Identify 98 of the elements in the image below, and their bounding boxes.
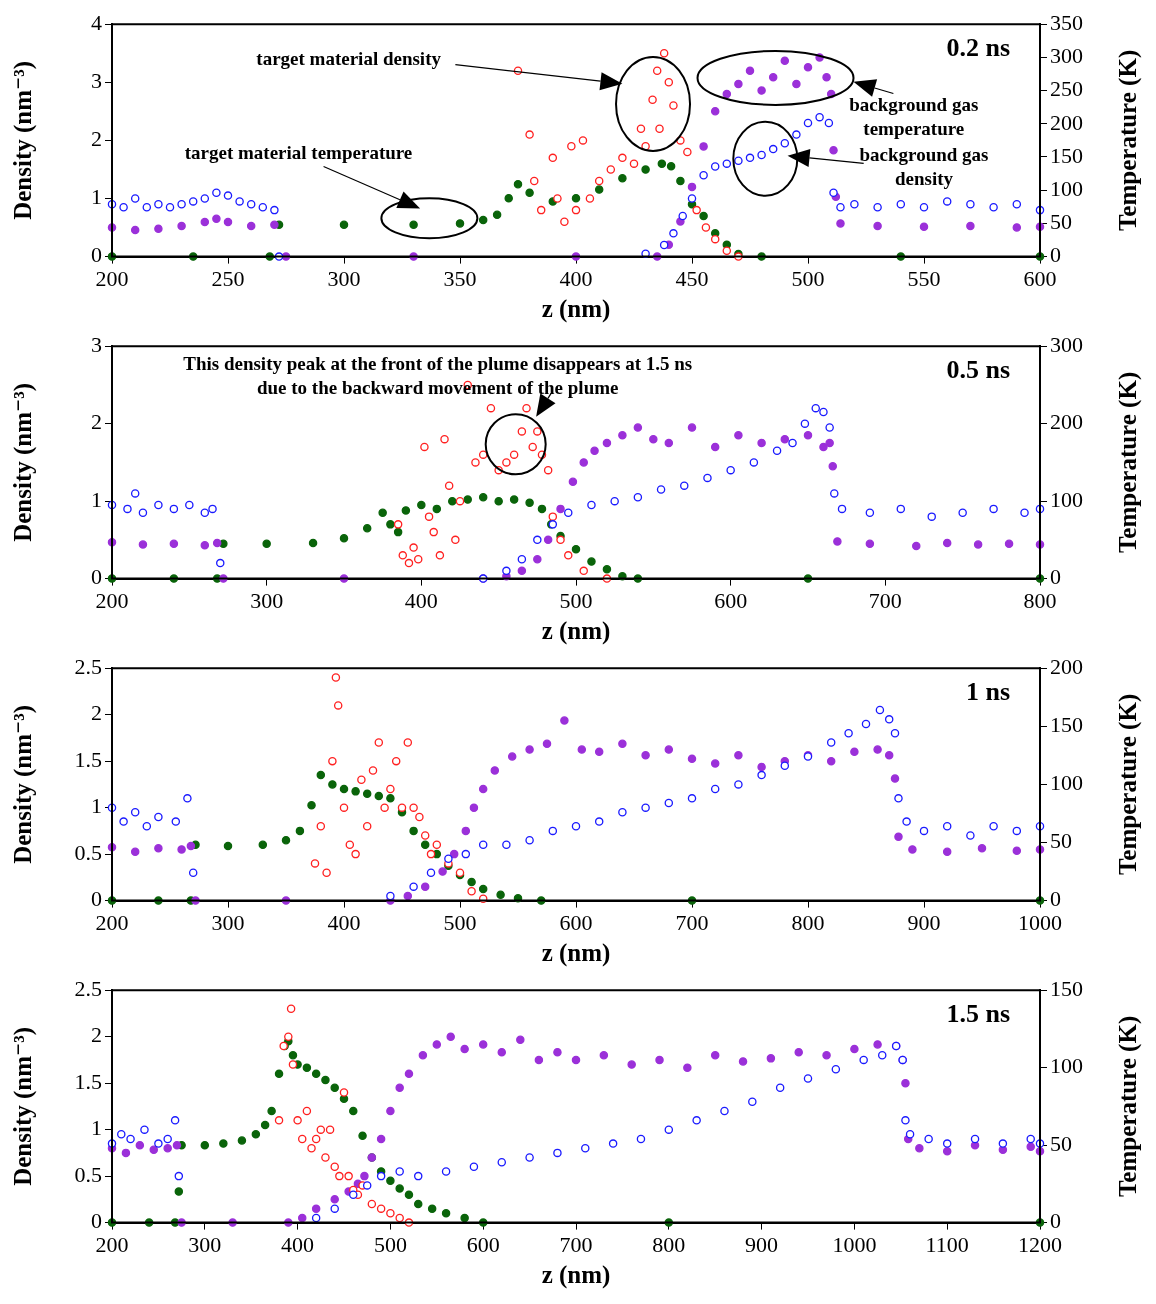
y2-tick-label: 200 — [1050, 409, 1083, 435]
x-tick-label: 600 — [466, 1231, 500, 1257]
x-tick-label: 300 — [211, 909, 245, 935]
y2-tick-label: 150 — [1050, 975, 1083, 1001]
x-tick-label: 500 — [791, 265, 825, 291]
x-axis-title: z (nm) — [541, 939, 611, 968]
y-tick-label: 0 — [91, 564, 102, 590]
y2-tick-label: 100 — [1050, 486, 1083, 512]
x-tick-label: 200 — [95, 265, 129, 291]
x-tick-label: 400 — [404, 587, 438, 613]
x-tick-label: 500 — [559, 587, 593, 613]
y-tick-label: 2.5 — [74, 653, 102, 679]
chart-title: 1 ns — [965, 676, 1010, 706]
y2-tick-label: 0 — [1050, 564, 1061, 590]
y-tick-label: 1 — [91, 184, 102, 210]
y2-tick-label: 100 — [1050, 1053, 1083, 1079]
x-tick-label: 400 — [281, 1231, 315, 1257]
chart-title: 1.5 ns — [946, 998, 1010, 1028]
y2-tick-label: 250 — [1050, 76, 1083, 102]
y2-axis-title: Temperature (K) — [1113, 693, 1142, 876]
y2-tick-label: 100 — [1050, 770, 1083, 796]
x-tick-label: 200 — [95, 1231, 129, 1257]
annotation: This density peak at the front of the plume disappears at 1.5 ns due to the backward movement of the plume — [183, 353, 693, 399]
x-tick-label: 800 — [1023, 587, 1057, 613]
y2-tick-label: 350 — [1050, 9, 1083, 35]
y2-tick-label: 100 — [1050, 175, 1083, 201]
y2-axis-title: Temperature (K) — [1113, 1015, 1142, 1198]
annotation: target material density — [256, 47, 442, 69]
y-tick-label: 0.5 — [74, 1161, 102, 1187]
y-tick-label: 0 — [91, 242, 102, 268]
x-tick-label: 900 — [745, 1231, 779, 1257]
y-axis-title: Density (nm⁻³) — [9, 1026, 38, 1186]
x-tick-label: 450 — [675, 265, 709, 291]
y2-tick-label: 150 — [1050, 142, 1083, 168]
x-tick-label: 1000 — [832, 1231, 877, 1257]
y-tick-label: 1 — [91, 486, 102, 512]
x-tick-label: 500 — [443, 909, 477, 935]
x-axis-title: z (nm) — [541, 617, 611, 646]
y-tick-label: 2 — [91, 126, 102, 152]
y2-tick-label: 300 — [1050, 331, 1083, 357]
y2-axis-title: Temperature (K) — [1113, 49, 1142, 232]
chart-title: 0.2 ns — [946, 32, 1010, 62]
x-tick-label: 600 — [714, 587, 748, 613]
y-tick-label: 3 — [91, 331, 102, 357]
chart-title: 0.5 ns — [946, 354, 1010, 384]
x-tick-label: 1100 — [925, 1231, 969, 1257]
annotation: background gas density — [859, 144, 989, 190]
x-tick-label: 800 — [652, 1231, 686, 1257]
y2-tick-label: 0 — [1050, 886, 1061, 912]
y2-tick-label: 200 — [1050, 109, 1083, 135]
y2-tick-label: 200 — [1050, 653, 1083, 679]
y-tick-label: 0 — [91, 1208, 102, 1234]
y-axis-title: Density (nm⁻³) — [9, 704, 38, 864]
y-tick-label: 1 — [91, 1115, 102, 1141]
y2-tick-label: 0 — [1050, 242, 1061, 268]
y2-tick-label: 300 — [1050, 43, 1083, 69]
y-axis-title: Density (nm⁻³) — [9, 60, 38, 220]
x-tick-label: 350 — [443, 265, 477, 291]
x-tick-label: 700 — [675, 909, 709, 935]
y2-tick-label: 0 — [1050, 1208, 1061, 1234]
x-tick-label: 1000 — [1018, 909, 1062, 935]
y2-tick-label: 150 — [1050, 712, 1083, 738]
x-tick-label: 300 — [188, 1231, 222, 1257]
x-tick-label: 200 — [95, 587, 129, 613]
x-tick-label: 250 — [211, 265, 245, 291]
x-axis-title: z (nm) — [541, 1261, 611, 1290]
x-tick-label: 900 — [907, 909, 941, 935]
y-tick-label: 1 — [91, 793, 102, 819]
y-tick-label: 2.5 — [74, 975, 102, 1001]
y2-axis-title: Temperature (K) — [1113, 371, 1142, 554]
x-tick-label: 600 — [559, 909, 593, 935]
x-tick-label: 400 — [559, 265, 593, 291]
y-tick-label: 2 — [91, 409, 102, 435]
annotation: target material temperature — [184, 141, 413, 163]
x-tick-label: 600 — [1023, 265, 1057, 291]
y-tick-label: 3 — [91, 68, 102, 94]
y2-tick-label: 50 — [1050, 828, 1072, 854]
y-tick-label: 0 — [91, 886, 102, 912]
x-tick-label: 400 — [327, 909, 361, 935]
y2-tick-label: 50 — [1050, 1130, 1072, 1156]
x-tick-label: 800 — [791, 909, 825, 935]
x-tick-label: 200 — [95, 909, 129, 935]
x-tick-label: 300 — [250, 587, 284, 613]
y-tick-label: 0.5 — [74, 839, 102, 865]
x-tick-label: 1200 — [1018, 1231, 1062, 1257]
x-axis-title: z (nm) — [541, 295, 611, 324]
x-tick-label: 300 — [327, 265, 361, 291]
y-tick-label: 2 — [91, 700, 102, 726]
y-axis-title: Density (nm⁻³) — [9, 382, 38, 542]
y-tick-label: 1.5 — [74, 1068, 102, 1094]
y2-tick-label: 50 — [1050, 209, 1072, 235]
x-tick-label: 550 — [907, 265, 941, 291]
x-tick-label: 500 — [373, 1231, 407, 1257]
y-tick-label: 1.5 — [74, 746, 102, 772]
x-tick-label: 700 — [559, 1231, 593, 1257]
y-tick-label: 4 — [91, 9, 102, 35]
y-tick-label: 2 — [91, 1022, 102, 1048]
x-tick-label: 700 — [868, 587, 902, 613]
